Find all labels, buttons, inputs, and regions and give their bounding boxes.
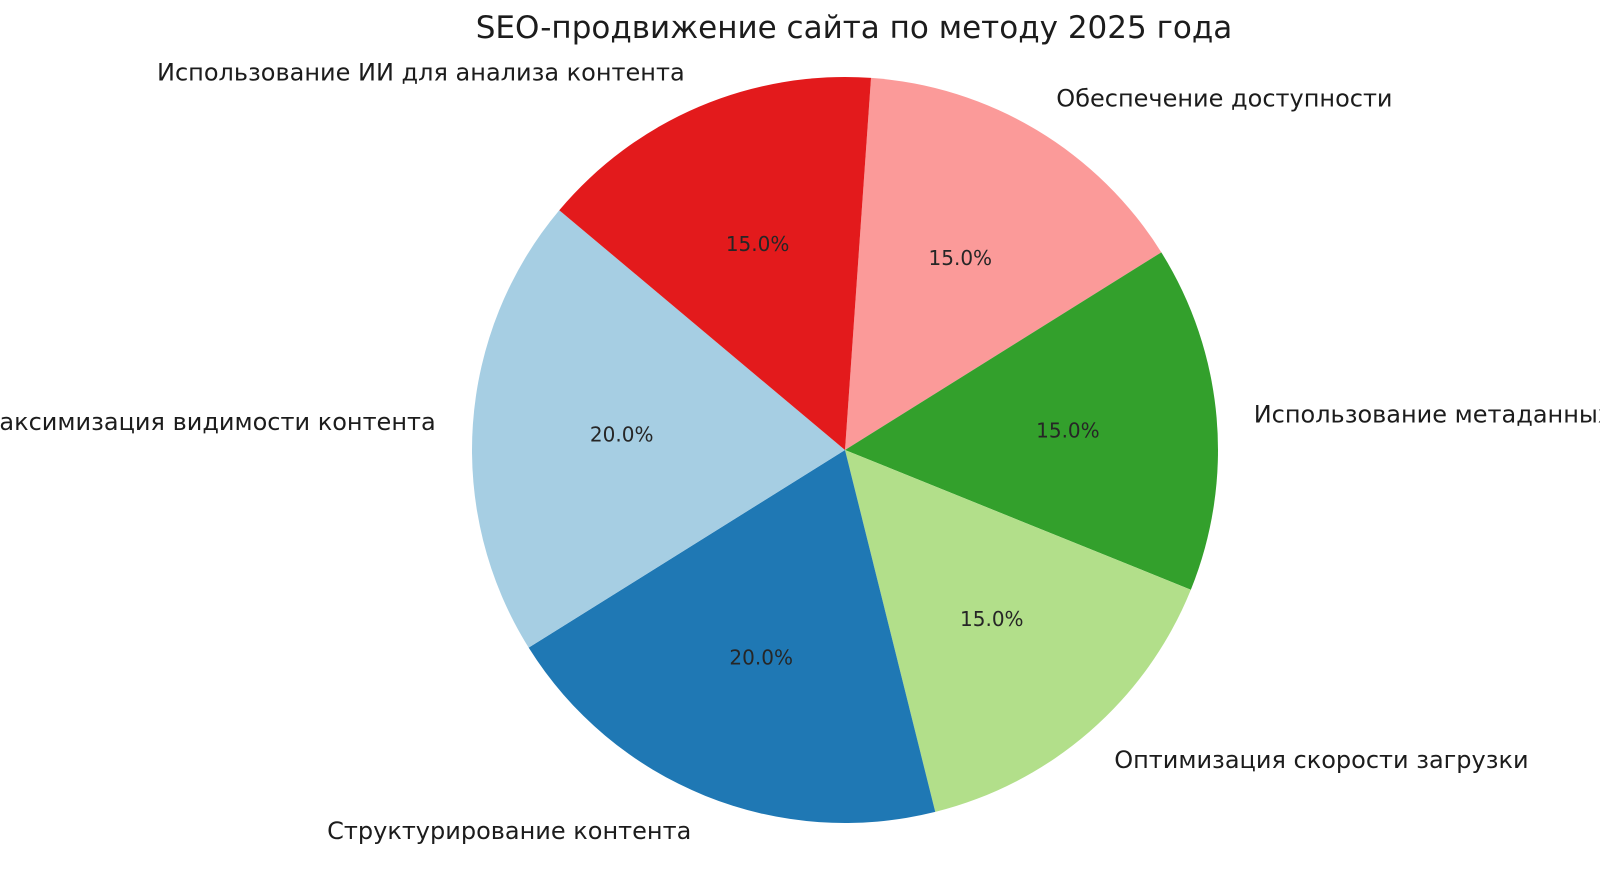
slice-label-5: Использование ИИ для анализа контента	[157, 59, 685, 87]
pie-slice-2	[845, 450, 1191, 812]
pie-slice-1	[845, 252, 1218, 590]
slice-pct-label-0: 15.0%	[929, 246, 993, 270]
slice-label-0: Обеспечение доступности	[1056, 85, 1392, 113]
slice-pct-label-2: 15.0%	[960, 607, 1024, 631]
slice-pct-label-1: 15.0%	[1036, 419, 1100, 443]
pie-slice-4	[472, 210, 845, 648]
chart-title: SEO-продвижение сайта по методу 2025 год…	[476, 10, 1233, 46]
slice-label-1: Использование метаданных	[1254, 401, 1600, 429]
slice-pct-label-5: 15.0%	[726, 232, 790, 256]
pie-slice-3	[528, 450, 936, 823]
slice-label-4: Максимизация видимости контента	[0, 408, 436, 436]
slice-pct-label-3: 20.0%	[729, 646, 793, 670]
pie-labels-group: 15.0% Обеспечение доступности 15.0% Использ…	[0, 59, 1600, 845]
slice-pct-label-4: 20.0%	[590, 422, 654, 446]
pie-slice-5	[559, 77, 872, 450]
slice-label-2: Оптимизация скорости загрузки	[1114, 746, 1528, 774]
pie-slice-0	[845, 77, 1162, 450]
slice-label-3: Структурирование контента	[327, 817, 691, 845]
pie-slices-group	[472, 77, 1218, 823]
